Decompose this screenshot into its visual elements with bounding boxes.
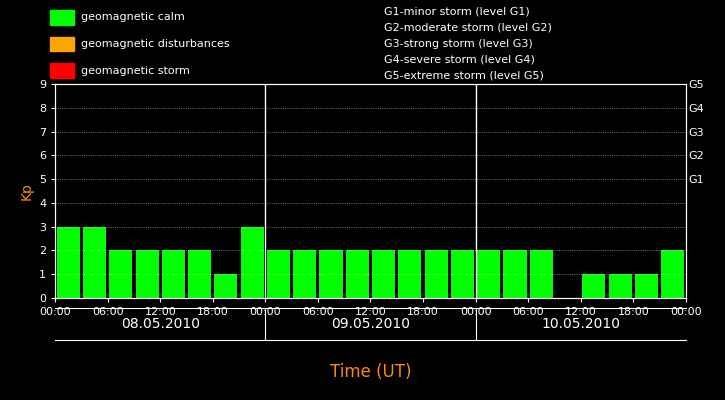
- Bar: [635, 274, 658, 298]
- Bar: [608, 274, 631, 298]
- Text: 08.05.2010: 08.05.2010: [121, 317, 199, 331]
- Bar: [503, 250, 526, 298]
- Bar: [162, 250, 185, 298]
- Bar: [425, 250, 448, 298]
- Text: G4-severe storm (level G4): G4-severe storm (level G4): [384, 55, 535, 65]
- Text: geomagnetic calm: geomagnetic calm: [81, 12, 185, 22]
- Bar: [582, 274, 605, 298]
- Bar: [83, 227, 106, 298]
- Text: 09.05.2010: 09.05.2010: [331, 317, 410, 331]
- Bar: [346, 250, 369, 298]
- Bar: [530, 250, 553, 298]
- Bar: [477, 250, 500, 298]
- Bar: [451, 250, 474, 298]
- Text: Time (UT): Time (UT): [330, 363, 411, 381]
- Y-axis label: Kp: Kp: [20, 182, 33, 200]
- Bar: [50, 37, 74, 51]
- Bar: [372, 250, 395, 298]
- Text: 10.05.2010: 10.05.2010: [542, 317, 620, 331]
- Text: geomagnetic disturbances: geomagnetic disturbances: [81, 39, 230, 49]
- Text: G1-minor storm (level G1): G1-minor storm (level G1): [384, 7, 530, 17]
- Text: geomagnetic storm: geomagnetic storm: [81, 66, 190, 76]
- Bar: [293, 250, 316, 298]
- Bar: [188, 250, 211, 298]
- Bar: [398, 250, 421, 298]
- Bar: [109, 250, 133, 298]
- Bar: [57, 227, 80, 298]
- Bar: [50, 10, 74, 24]
- Bar: [215, 274, 238, 298]
- Text: G2-moderate storm (level G2): G2-moderate storm (level G2): [384, 23, 552, 33]
- Text: G5-extreme storm (level G5): G5-extreme storm (level G5): [384, 71, 544, 81]
- Text: G3-strong storm (level G3): G3-strong storm (level G3): [384, 39, 533, 49]
- Bar: [320, 250, 343, 298]
- Bar: [136, 250, 159, 298]
- Bar: [661, 250, 684, 298]
- Bar: [50, 64, 74, 78]
- Bar: [267, 250, 290, 298]
- Bar: [241, 227, 264, 298]
